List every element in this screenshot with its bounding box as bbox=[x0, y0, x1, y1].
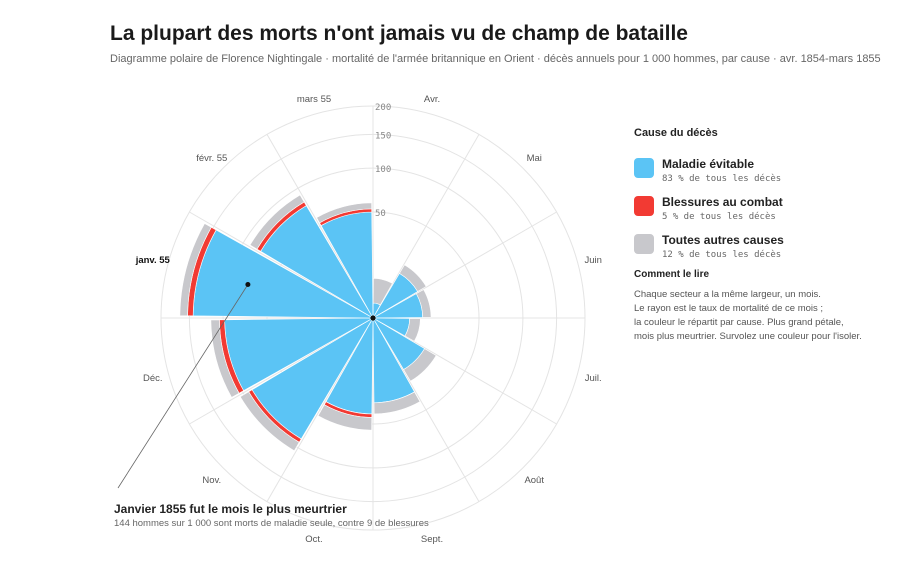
how-to-read-line: Chaque secteur a la même largeur, un moi… bbox=[634, 289, 821, 300]
wedge-other bbox=[403, 348, 437, 382]
wedge-other bbox=[210, 319, 240, 398]
how-to-read-title: Comment le lire bbox=[634, 269, 710, 280]
how-to-read-line: mois plus meurtrier. Survolez une couleu… bbox=[634, 331, 862, 342]
month-label: janv. 55 bbox=[135, 255, 171, 266]
legend-swatch-other bbox=[634, 234, 654, 254]
month-label: Avr. bbox=[424, 94, 440, 105]
grid-spoke bbox=[372, 211, 557, 319]
month-label: Juil. bbox=[585, 373, 602, 384]
annotation-text: 144 hommes sur 1 000 sont morts de malad… bbox=[114, 518, 429, 529]
chart-subtitle: Diagramme polaire de Florence Nightingal… bbox=[110, 53, 881, 65]
wedge-other bbox=[317, 404, 373, 431]
legend-swatch-wounds bbox=[634, 196, 654, 216]
radial-tick-label: 100 bbox=[375, 165, 391, 175]
legend-share: 12 % de tous les décès bbox=[662, 250, 782, 260]
grid-spoke bbox=[266, 317, 374, 502]
month-label: Nov. bbox=[202, 475, 221, 486]
legend-share: 5 % de tous les décès bbox=[662, 212, 776, 222]
wedge-other bbox=[239, 391, 300, 452]
grid-spoke bbox=[266, 134, 374, 319]
wedge-other bbox=[179, 223, 212, 317]
month-label: Oct. bbox=[305, 534, 322, 545]
grid-spoke bbox=[372, 134, 480, 319]
how-to-read-line: la couleur le répartit par cause. Plus g… bbox=[634, 317, 844, 328]
wedge-other bbox=[249, 194, 305, 250]
month-label: Mai bbox=[527, 153, 542, 164]
grid-spoke bbox=[372, 317, 557, 425]
radial-tick-label: 50 bbox=[375, 209, 386, 219]
annotation-leader bbox=[117, 284, 249, 489]
month-label: Juin bbox=[585, 255, 602, 266]
radial-tick-label: 200 bbox=[375, 103, 391, 113]
legend-swatch-disease bbox=[634, 158, 654, 178]
legend-label: Maladie évitable bbox=[662, 157, 755, 171]
legend-label: Toutes autres causes bbox=[662, 233, 784, 247]
chart-title: La plupart des morts n'ont jamais vu de … bbox=[110, 22, 688, 45]
annotation-dot bbox=[245, 281, 251, 287]
month-label: Déc. bbox=[143, 373, 163, 384]
wedge-other bbox=[373, 391, 421, 415]
month-label: mars 55 bbox=[297, 94, 331, 105]
wedge-other bbox=[372, 278, 393, 306]
wedge-other bbox=[399, 264, 427, 292]
how-to-read-line: Le rayon est le taux de mortalité de ce … bbox=[634, 303, 824, 314]
wedge-other bbox=[316, 202, 372, 224]
radial-tick-label: 150 bbox=[375, 131, 391, 141]
center-dot bbox=[370, 315, 376, 321]
grid-spoke bbox=[372, 317, 480, 502]
legend-title: Cause du décès bbox=[634, 127, 718, 139]
wedge-other bbox=[404, 318, 421, 342]
month-label: févr. 55 bbox=[196, 153, 227, 164]
legend-label: Blessures au combat bbox=[662, 195, 783, 209]
grid-spoke bbox=[189, 317, 374, 425]
legend-share: 83 % de tous les décès bbox=[662, 174, 782, 184]
annotation-title: Janvier 1855 fut le mois le plus meurtri… bbox=[114, 502, 347, 516]
grid-spoke bbox=[189, 211, 374, 319]
month-label: Sept. bbox=[421, 534, 443, 545]
wedge-other bbox=[415, 289, 432, 318]
month-label: Août bbox=[524, 475, 544, 486]
